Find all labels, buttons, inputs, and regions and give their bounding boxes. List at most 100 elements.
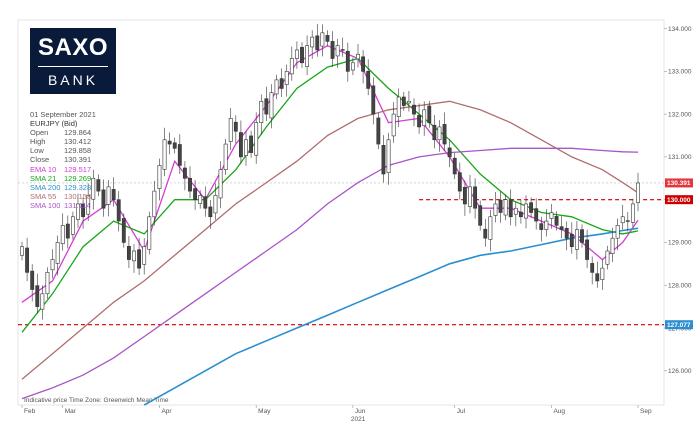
candle	[574, 221, 579, 260]
candle	[300, 42, 304, 68]
logo-line-2: BANK	[47, 72, 99, 88]
level-tag	[665, 178, 693, 188]
candle	[605, 245, 610, 270]
candle	[249, 130, 254, 158]
candle	[70, 211, 75, 240]
info-value: 129.517	[64, 164, 92, 174]
candle	[600, 259, 605, 290]
y-tick-label: 126.000	[668, 368, 692, 375]
candle-body	[376, 117, 381, 145]
candle	[361, 49, 366, 84]
x-tick-label: May	[258, 408, 271, 415]
candle	[366, 59, 371, 96]
candle-body	[284, 71, 289, 85]
candle	[193, 179, 198, 210]
info-label: SMA 21	[30, 173, 57, 183]
info-instrument: EURJPY (Bid)	[30, 119, 78, 129]
candle-body	[116, 199, 121, 222]
info-date: 01 September 2021	[30, 110, 96, 119]
candle-body	[417, 115, 422, 128]
candle	[473, 178, 478, 219]
candle	[529, 197, 534, 218]
candle-body	[610, 237, 615, 254]
candle-body	[559, 226, 564, 230]
candle-body	[406, 100, 411, 104]
candle	[325, 30, 330, 47]
candle-body	[30, 270, 35, 290]
candle-body	[320, 32, 325, 47]
candle-body	[106, 186, 111, 205]
candle-body	[493, 203, 498, 216]
candle	[462, 180, 467, 216]
candle	[452, 153, 457, 180]
candle	[625, 212, 630, 232]
info-rows: Open 129.864 High 130.412 Low 129.858 Close 130…	[30, 128, 96, 210]
candle	[488, 209, 493, 252]
candle	[305, 35, 310, 76]
info-label: Low	[30, 146, 44, 156]
candle	[422, 101, 427, 136]
candle	[386, 132, 391, 185]
candle	[610, 227, 615, 263]
candle	[81, 197, 86, 229]
candle-body	[401, 96, 406, 106]
candle	[208, 200, 213, 229]
candle	[152, 180, 157, 226]
info-label: Open	[30, 128, 49, 138]
candle-body	[91, 177, 96, 200]
info-value: 129.858	[64, 146, 92, 156]
candle-body	[432, 124, 437, 141]
candle-body	[25, 247, 30, 273]
level-tag-label: 130.000	[667, 197, 691, 204]
candle-body	[40, 293, 45, 310]
info-value: 131.114	[64, 200, 91, 210]
candle	[294, 41, 299, 69]
candle-body	[330, 41, 335, 59]
candle	[172, 137, 177, 154]
candle-body	[167, 140, 172, 145]
candle-body	[157, 165, 162, 189]
candle-body	[132, 250, 136, 262]
candle	[310, 30, 315, 59]
x-tick-label: Mar	[65, 408, 77, 415]
candle	[162, 127, 167, 177]
x-tick-label: Sep	[640, 408, 652, 415]
candle	[284, 64, 289, 97]
candle-body	[356, 53, 360, 60]
candle-body	[203, 196, 208, 209]
candle	[615, 218, 620, 251]
candle	[269, 84, 274, 129]
info-label: SMA 55	[30, 191, 57, 201]
candle-body	[81, 203, 86, 218]
saxo-bank-logo: SAXO BANK	[30, 28, 116, 94]
candle	[335, 38, 340, 68]
candle-body	[447, 147, 452, 158]
candle-body	[86, 195, 91, 215]
ohlc-info-panel: 01 September 2021 EURJPY (Bid) Open 129.8…	[30, 110, 96, 210]
candle-body	[45, 272, 50, 295]
candle	[518, 200, 523, 224]
candle-body	[121, 218, 126, 243]
info-row: Low 129.858	[30, 146, 96, 155]
candle	[503, 194, 508, 221]
candle	[585, 229, 590, 269]
candle	[238, 120, 243, 164]
candle-body	[198, 195, 203, 204]
candle-body	[142, 246, 147, 265]
candle-body	[386, 139, 391, 174]
candle-body	[233, 121, 238, 132]
candle	[447, 139, 452, 168]
candle	[595, 261, 600, 288]
candle	[25, 237, 30, 281]
candle-body	[518, 211, 523, 218]
candle	[396, 88, 401, 127]
candle	[620, 204, 625, 230]
info-row: Close 130.391	[30, 155, 96, 164]
candle-body	[569, 234, 574, 248]
candle-body	[590, 263, 595, 273]
candle	[106, 179, 111, 217]
candle	[76, 193, 80, 228]
candle	[101, 179, 106, 217]
candle-body	[305, 45, 310, 67]
